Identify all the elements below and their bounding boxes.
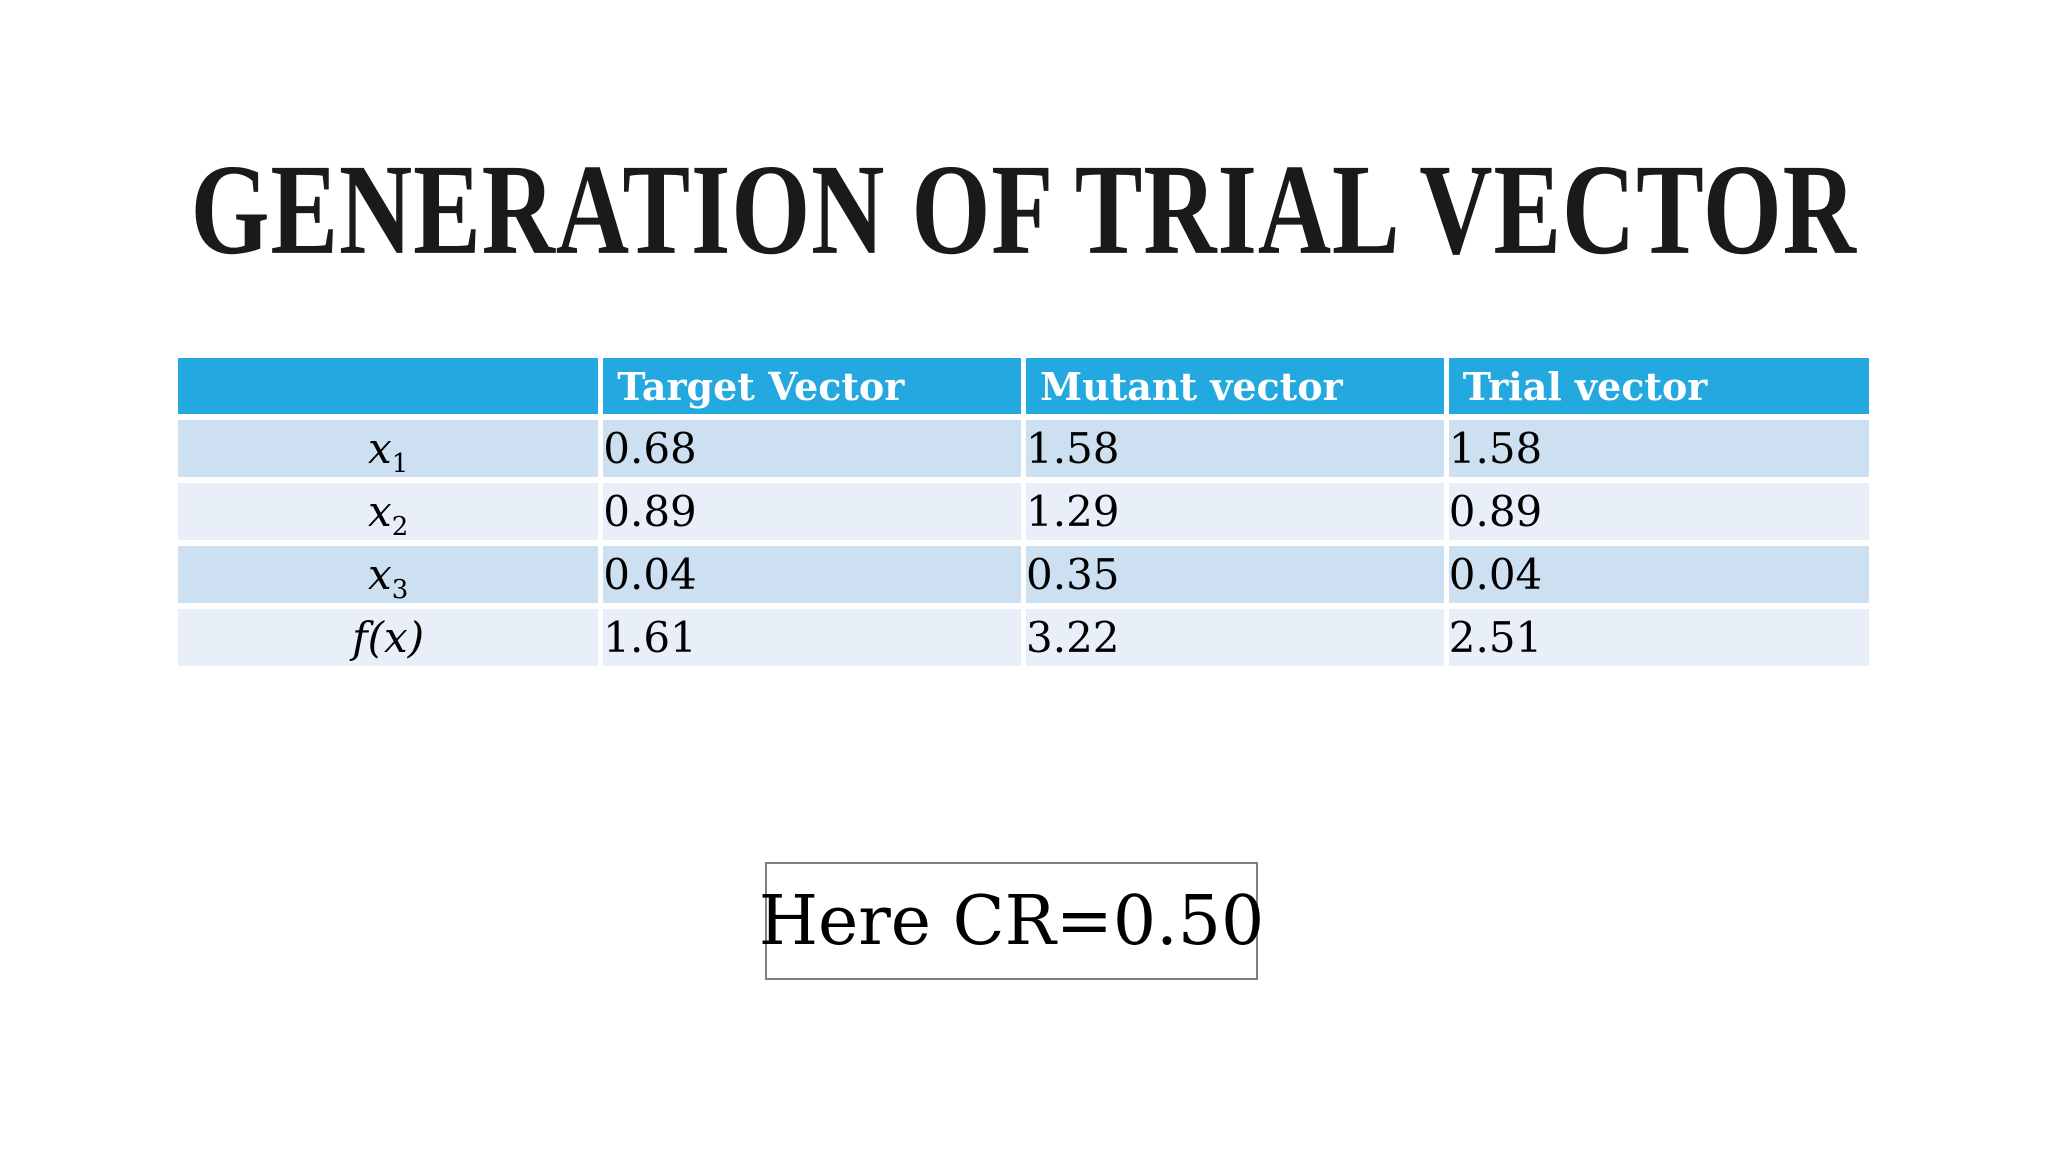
row-label-base: x: [368, 487, 392, 536]
table-row-fx: f(x) 1.61 3.22 2.51: [178, 603, 1869, 666]
table-row-x2: x2 0.89 1.29 0.89: [178, 477, 1869, 543]
header-trial-vector: Trial vector: [1443, 358, 1869, 417]
cell-x2-target: 0.89: [598, 477, 1024, 543]
cell-x1-target: 0.68: [598, 414, 1024, 480]
header-target-vector: Target Vector: [598, 358, 1024, 417]
cell-x2-trial: 0.89: [1443, 477, 1869, 543]
row-label-sub: 2: [391, 512, 409, 542]
header-blank: [178, 358, 601, 417]
row-label-x1: x1: [178, 414, 601, 480]
row-label-base: x: [368, 550, 392, 599]
row-label-x3: x3: [178, 540, 601, 606]
table-header-row: Target Vector Mutant vector Trial vector: [178, 358, 1869, 417]
table-row-x1: x1 0.68 1.58 1.58: [178, 414, 1869, 480]
row-label-base: x: [368, 424, 392, 473]
row-label-sub: 3: [391, 575, 409, 605]
table-row-x3: x3 0.04 0.35 0.04: [178, 540, 1869, 606]
cell-x3-trial: 0.04: [1443, 540, 1869, 606]
title-container: GENERATION OF TRIAL VECTOR: [0, 136, 2048, 284]
row-label-fx: f(x): [178, 603, 601, 666]
cell-fx-target: 1.61: [598, 603, 1024, 666]
cell-fx-trial: 2.51: [1443, 603, 1869, 666]
cell-x1-trial: 1.58: [1443, 414, 1869, 480]
header-mutant-vector: Mutant vector: [1021, 358, 1447, 417]
row-label-x2: x2: [178, 477, 601, 543]
row-label-sub: 1: [391, 449, 409, 479]
vector-table: Target Vector Mutant vector Trial vector…: [178, 358, 1869, 666]
cell-x3-mutant: 0.35: [1021, 540, 1447, 606]
cr-note-box: Here CR=0.50: [759, 862, 1264, 980]
row-label-base: f(x): [352, 613, 425, 662]
vector-table-container: Target Vector Mutant vector Trial vector…: [178, 358, 1869, 666]
cr-note-text: Here CR=0.50: [758, 881, 1265, 961]
cell-x3-target: 0.04: [598, 540, 1024, 606]
page-title: GENERATION OF TRIAL VECTOR: [190, 137, 1858, 282]
cell-x1-mutant: 1.58: [1021, 414, 1447, 480]
cell-fx-mutant: 3.22: [1021, 603, 1447, 666]
cell-x2-mutant: 1.29: [1021, 477, 1447, 543]
